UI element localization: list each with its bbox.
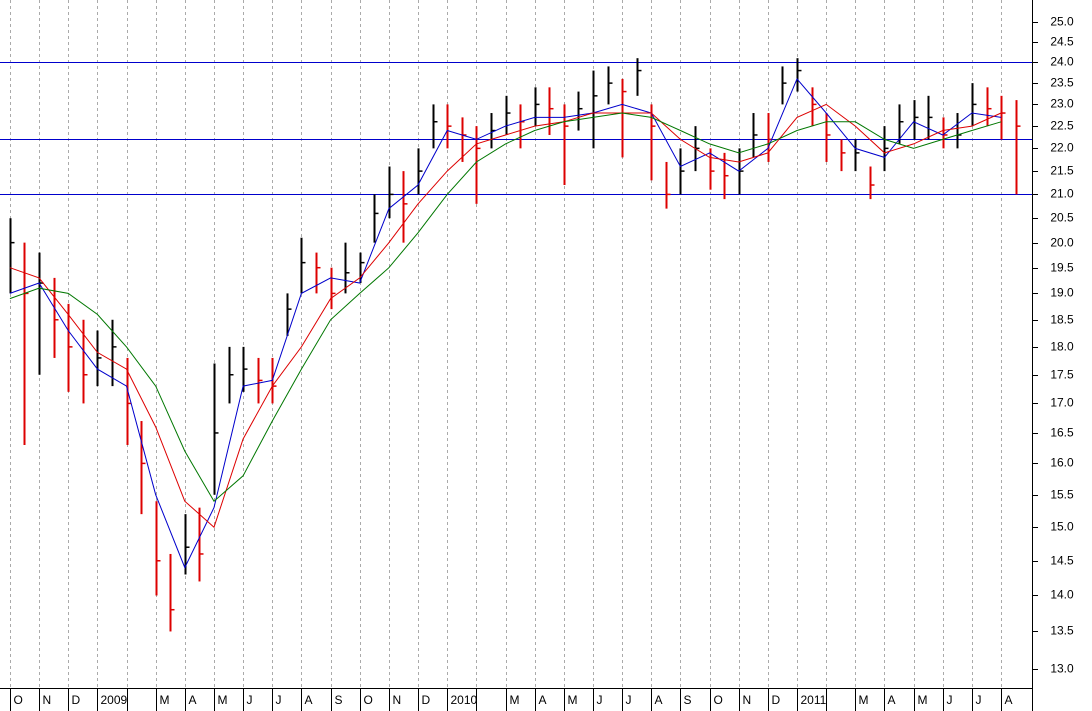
x-tick-label: S (335, 693, 343, 707)
y-tick-label: 18.0 (1050, 340, 1074, 354)
y-tick-label: 23.0 (1050, 97, 1074, 111)
x-tick-label: A (189, 693, 197, 707)
y-tick-label: 21.5 (1050, 164, 1074, 178)
y-tick-label: 17.0 (1050, 396, 1074, 410)
x-tick-label: J (276, 693, 282, 707)
y-tick-label: 14.0 (1050, 588, 1074, 602)
x-tick-label: J (597, 693, 603, 707)
y-tick-label: 19.5 (1050, 261, 1074, 275)
x-tick-label: J (976, 693, 982, 707)
y-tick-label: 16.5 (1050, 426, 1074, 440)
x-tick-label: J (626, 693, 632, 707)
x-tick-label: O (714, 693, 723, 707)
x-tick-label: M (568, 693, 578, 707)
x-tick-label: M (218, 693, 228, 707)
x-tick-label: O (364, 693, 373, 707)
y-tick-label: 25.0 (1050, 15, 1074, 29)
x-tick-label: A (539, 693, 547, 707)
x-tick-label: A (655, 693, 663, 707)
y-tick-label: 16.0 (1050, 456, 1074, 470)
x-tick-label: D (72, 693, 81, 707)
y-tick-label: 19.0 (1050, 286, 1074, 300)
y-tick-label: 17.5 (1050, 368, 1074, 382)
x-tick-label: 2011 (801, 693, 827, 707)
y-tick-label: 18.5 (1050, 313, 1074, 327)
y-tick-label: 24.0 (1050, 55, 1074, 69)
x-tick-label: M (510, 693, 520, 707)
x-tick-label: S (684, 693, 692, 707)
x-tick-label: A (1005, 693, 1013, 707)
moving-average-line (9, 112, 1002, 502)
x-tick-label: A (888, 693, 896, 707)
moving-average-line (9, 77, 1002, 569)
y-tick-label: 20.0 (1050, 236, 1074, 250)
y-tick-label: 13.5 (1050, 624, 1074, 638)
y-tick-label: 22.5 (1050, 119, 1074, 133)
y-tick-label: 15.0 (1050, 520, 1074, 534)
x-tick-label: N (43, 693, 52, 707)
x-tick-label: N (393, 693, 402, 707)
x-tick-label: M (160, 693, 170, 707)
x-tick-label: A (305, 693, 313, 707)
y-tick-label: 20.5 (1050, 211, 1074, 225)
x-tick-label: N (743, 693, 752, 707)
y-tick-label: 24.5 (1050, 35, 1074, 49)
x-tick-label: 2010 (451, 693, 478, 707)
x-tick-label: 2009 (101, 693, 128, 707)
x-tick-label: O (14, 693, 23, 707)
y-tick-label: 22.0 (1050, 141, 1074, 155)
x-tick-label: D (422, 693, 431, 707)
x-tick-label: J (247, 693, 253, 707)
x-tick-label: D (772, 693, 781, 707)
x-tick-label: M (918, 693, 928, 707)
y-tick-label: 14.5 (1050, 554, 1074, 568)
y-tick-label: 13.0 (1050, 662, 1074, 676)
y-tick-label: 23.5 (1050, 76, 1074, 90)
moving-average-line (9, 103, 1002, 529)
y-tick-label: 21.0 (1050, 187, 1074, 201)
x-tick-label: J (947, 693, 953, 707)
y-tick-label: 15.5 (1050, 488, 1074, 502)
x-tick-label: M (859, 693, 869, 707)
